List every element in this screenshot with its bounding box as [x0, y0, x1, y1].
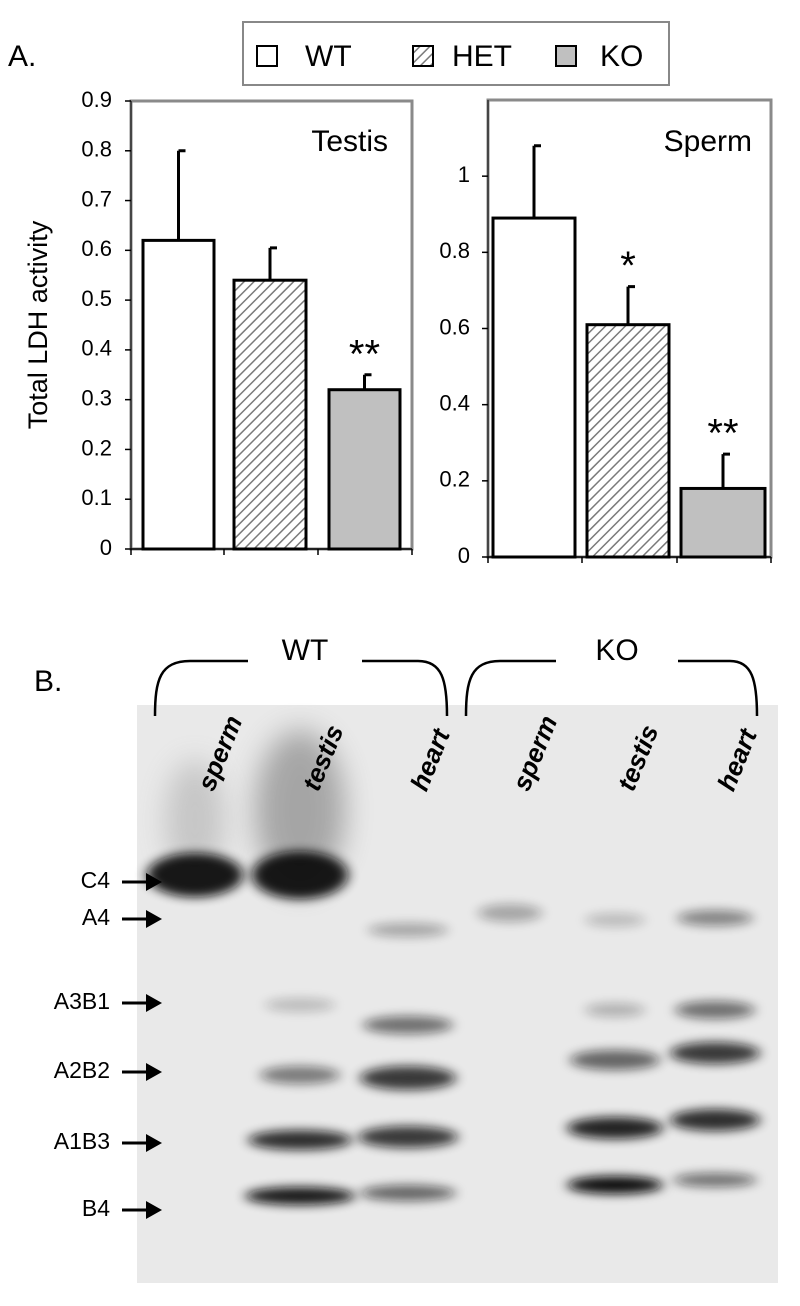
y-tick-label: 0.4 — [81, 336, 112, 361]
gel: WT KO sperm testis heart sperm testis heartC4… — [54, 634, 778, 1283]
arrow-head — [146, 1063, 162, 1081]
error-bar — [177, 149, 186, 241]
legend-swatch — [412, 45, 434, 67]
band-label: A3B1 — [54, 988, 110, 1014]
gel-band — [358, 1126, 458, 1148]
legend-box — [242, 21, 670, 86]
y-tick-label: 0.9 — [81, 87, 112, 112]
gel-band — [675, 1001, 755, 1019]
group-label: KO — [595, 634, 638, 667]
y-tick-label: 0.8 — [439, 238, 470, 263]
y-tick-label: 0.4 — [439, 390, 470, 415]
gel-band — [245, 1187, 355, 1205]
gel-band — [260, 1066, 340, 1084]
gel-band — [265, 998, 335, 1012]
arrow-head — [146, 994, 162, 1012]
error-bar — [268, 246, 277, 281]
band-label: A2B2 — [54, 1057, 110, 1083]
bracket — [153, 659, 449, 717]
gel-band — [248, 1130, 352, 1150]
y-tick-label: 0.1 — [81, 485, 112, 510]
error-bar — [532, 144, 541, 219]
arrow-head — [146, 1134, 162, 1152]
bar — [141, 238, 216, 551]
significance-label: ** — [707, 412, 738, 456]
y-tick-label: 0.3 — [81, 385, 112, 410]
gel-band — [670, 1109, 760, 1131]
arrow-head — [146, 910, 162, 928]
panel-label: B. — [34, 665, 62, 698]
error-bar — [626, 285, 635, 325]
panel-label: A. — [8, 40, 36, 73]
y-tick-label: 0.6 — [439, 314, 470, 339]
y-tick-label: 0 — [458, 543, 470, 568]
significance-label: ** — [349, 332, 380, 376]
arrow-head — [146, 873, 162, 891]
y-tick-label: 0.2 — [81, 435, 112, 460]
gel-band — [567, 1117, 663, 1139]
band-label: B4 — [82, 1195, 110, 1221]
error-bar — [721, 452, 730, 489]
y-axis-label: Total LDH activity — [23, 220, 53, 429]
gel-band — [368, 923, 448, 937]
y-tick-label: 0.8 — [81, 137, 112, 162]
group-label: WT — [282, 634, 329, 667]
charts: 0 0.1 0.2 0.3 0.4 0.5 0.6 0.7 0.8 0.9 Testis Total … — [23, 87, 773, 568]
smear — [255, 730, 345, 890]
gel-band — [360, 1066, 456, 1090]
legend-label: HET — [452, 40, 512, 73]
gel-band — [478, 904, 542, 922]
gel-band — [252, 851, 348, 899]
gel-band — [673, 1173, 757, 1187]
bar — [491, 216, 577, 559]
gel-band — [677, 910, 753, 926]
gel-band — [585, 1003, 645, 1017]
bar — [232, 278, 308, 551]
gel-band — [585, 913, 645, 927]
y-tick-label: 0 — [100, 535, 112, 560]
legend-swatch — [555, 45, 577, 67]
significance-label: * — [620, 244, 636, 288]
smear — [165, 760, 225, 880]
y-tick-label: 0.2 — [439, 467, 470, 492]
chart-title: Sperm — [664, 125, 752, 158]
gel-band — [570, 1050, 660, 1070]
y-tick-label: 0.5 — [81, 286, 112, 311]
bar — [585, 323, 671, 559]
gel-background — [137, 705, 778, 1283]
gel-band — [360, 1185, 456, 1201]
gel-bands — [147, 730, 760, 1205]
legend-label: WT — [305, 40, 352, 73]
gel-band — [363, 1016, 453, 1034]
band-label: C4 — [81, 867, 111, 893]
legend: WT HET KO — [256, 40, 643, 73]
band-label: A4 — [82, 904, 110, 930]
arrow-head — [146, 1201, 162, 1219]
gel-band — [147, 853, 243, 897]
bracket — [464, 659, 759, 717]
error-bar — [363, 373, 372, 390]
gel-band — [670, 1042, 760, 1064]
y-tick-label: 1 — [458, 162, 470, 187]
legend-swatch — [256, 45, 278, 67]
legend-label: KO — [600, 40, 643, 73]
bar — [327, 388, 402, 551]
band-label: A1B3 — [54, 1128, 110, 1154]
bar — [679, 486, 767, 559]
gel-band — [567, 1176, 663, 1194]
y-tick-label: 0.7 — [81, 186, 112, 211]
y-tick-label: 0.6 — [81, 236, 112, 261]
chart-title: Testis — [311, 125, 388, 158]
